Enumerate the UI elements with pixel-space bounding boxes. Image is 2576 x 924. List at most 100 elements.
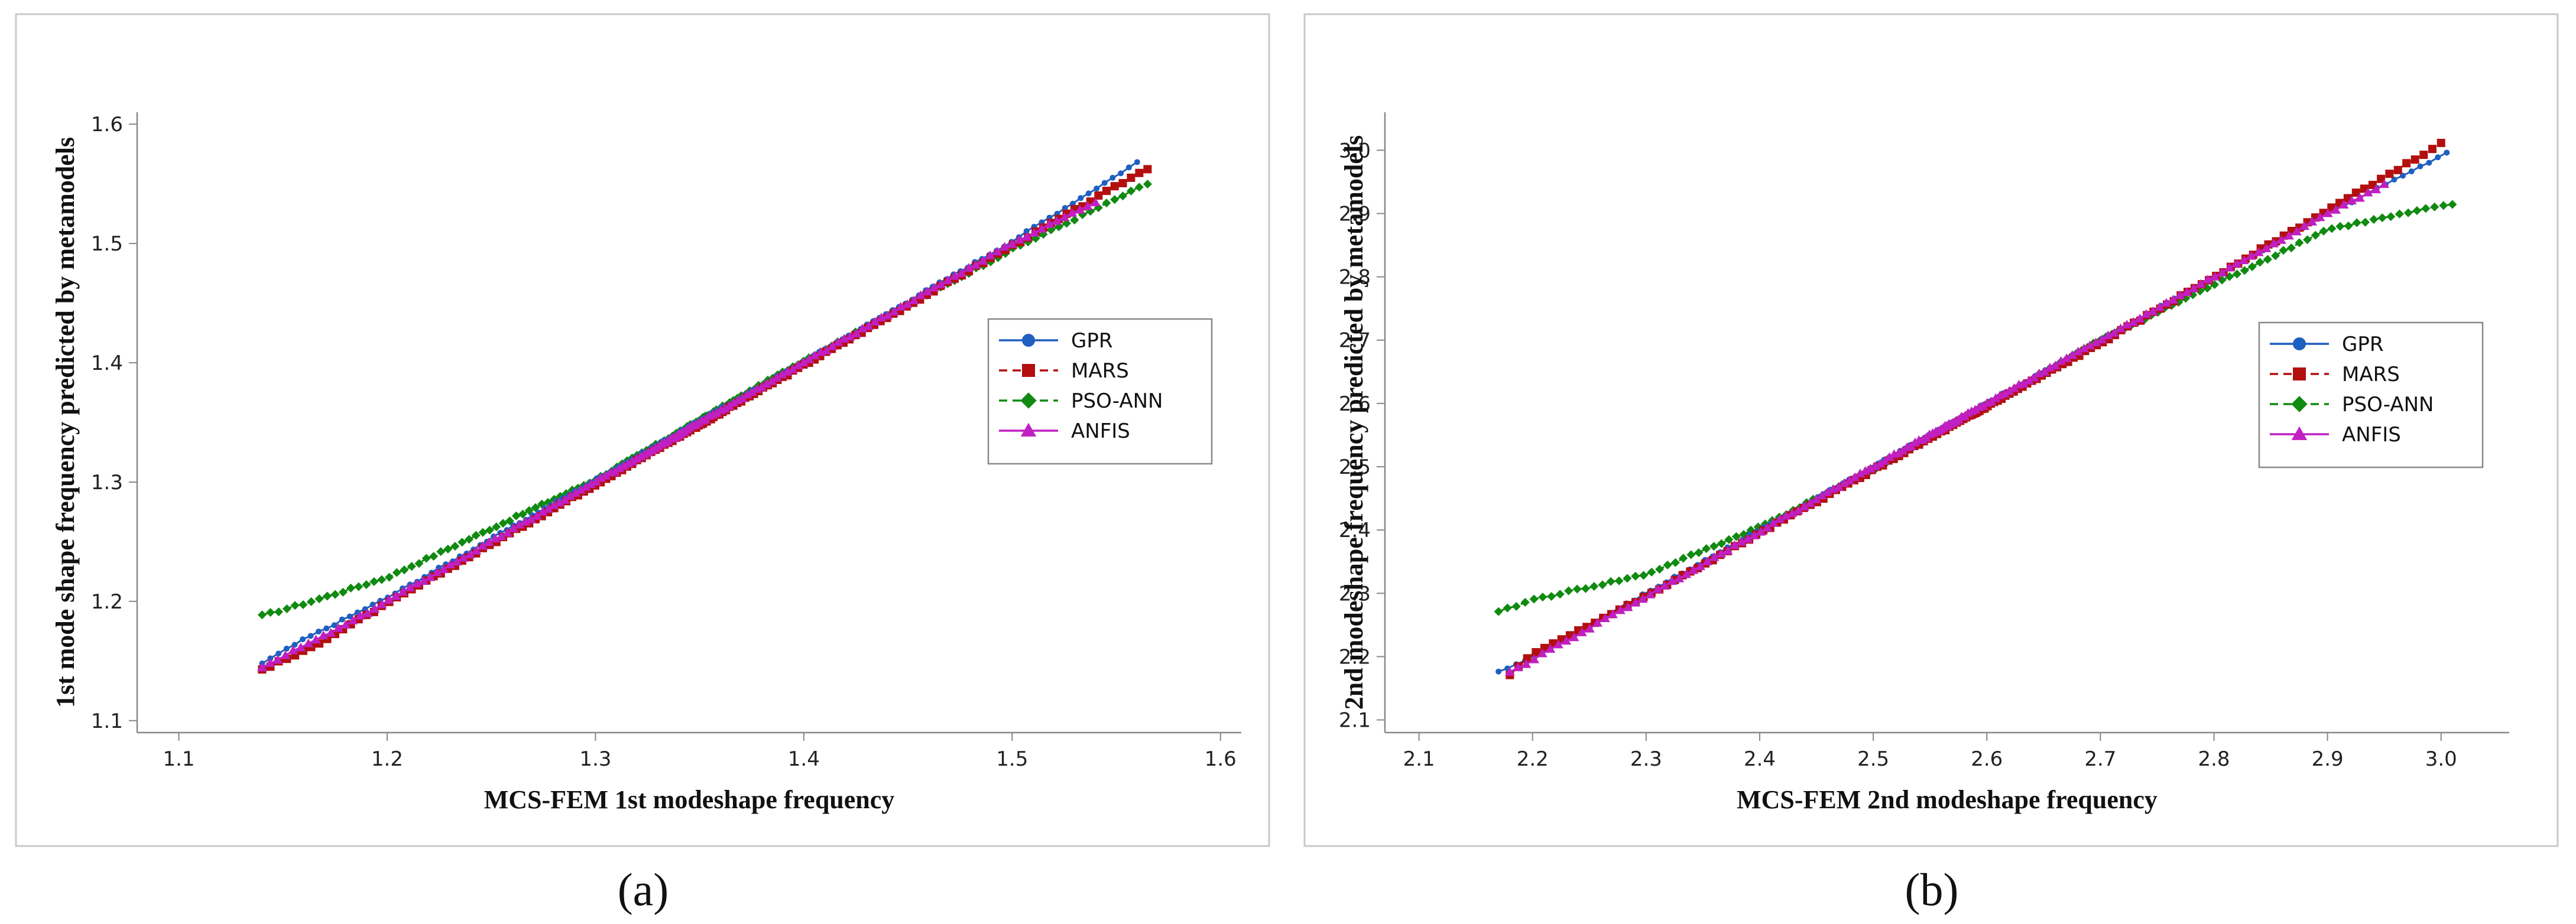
panel-a-pso-ann-point [307,597,316,606]
panel-b-anfis-point [2299,221,2309,230]
panel-b-mars-point [2377,174,2386,183]
panel-b-anfis-point [2019,379,2029,388]
panel-a-legend-item-mars: MARS [999,359,1129,383]
panel-a-anfis-point [747,387,757,396]
panel-b-pso-ann-point [2386,212,2396,222]
panel-b-anfis-point [2284,230,2294,240]
panel-b-pso-ann-point [1572,584,1582,594]
panel-b-anfis-point [1623,602,1633,611]
panel-b-anfis-point [2023,375,2034,385]
panel-b-pso-ann-point [2430,202,2439,212]
panel-a-anfis-point [257,662,267,672]
panel-b-anfis-point [2161,298,2172,307]
panel-a-legend-marker [1020,422,1037,437]
panel-b-legend-marker [2293,367,2306,380]
panel-b-anfis-point [1615,605,1626,614]
caption-a: (a) [618,864,669,915]
panel-a-anfis-point [833,337,843,346]
panel-a-pso-ann-point [465,535,474,544]
panel-a-gpr-point [1125,164,1132,171]
panel-a-gpr-point [346,613,353,620]
panel-b-anfis-point [2354,193,2365,202]
panel-a-anfis-point [728,398,739,407]
panel-a-anfis-point [992,246,1003,256]
panel-b-anfis-point [1756,526,1766,536]
panel-b-anfis-point [1793,505,1803,515]
panel-b-anfis-point [2109,328,2120,337]
panel-a-anfis-point [1007,239,1017,248]
panel-b-pso-ann-point [1503,603,1512,613]
panel-b-anfis-point [2371,184,2382,194]
panel-a-mars-point [1135,168,1144,177]
panel-a-pso-ann-point [377,575,387,584]
panel-b-anfis-point [2210,272,2220,281]
panel-a-anfis-point [1021,232,1032,241]
panel-b-anfis-point [2091,337,2101,347]
panel-a-mars-point [1118,179,1127,188]
panel-b-pso-ann-point [2360,217,2370,227]
panel-b-pso-ann-point [2255,258,2264,267]
panel-b-pso-ann-point [2369,214,2379,224]
panel-a-x-tick-label: 1.4 [788,747,820,771]
panel-a-pso-ann-point [330,590,340,599]
panel-b-pso-ann-point [2395,209,2404,219]
panel-a-pso-ann-point [400,565,409,575]
panel-a-pso-ann-point [1070,216,1079,225]
panel-a-anfis-point [537,507,548,516]
panel-a-anfis-point [411,578,422,588]
panel-a-pso-ann-point [421,554,431,563]
panel-a-pso-ann-point [1110,195,1120,204]
panel-b-pso-ann-point [1614,576,1624,585]
panel-a-x-tick-label: 1.2 [371,747,403,771]
panel-b-anfis-point [2121,320,2132,328]
panel-a-anfis-point [821,346,832,354]
panel-b-legend-item-gpr: GPR [2270,333,2383,356]
panel-b-pso-ann-point [1581,584,1591,593]
panel-a-gpr-point [323,625,330,632]
panel-b-pso-ann-point [1694,548,1704,558]
panel-a-anfis-point [827,341,838,350]
panel-b-legend-label: PSO-ANN [2342,393,2434,417]
panel-a-pso-ann-point [443,544,453,554]
panel-b-anfis-point [1561,636,1572,645]
panel-b-anfis-point [2276,235,2286,244]
panel-b-anfis-point [2307,217,2318,226]
panel-b-anfis-point [2261,243,2272,252]
panel-b-anfis-point [2073,346,2084,356]
panel-b-anfis-point [1513,662,1523,672]
panel-a-anfis-point [936,279,946,288]
panel-b-anfis-point [2045,363,2055,372]
panel-a-anfis-point [384,595,394,604]
panel-a-anfis-point [1090,197,1101,207]
panel-a-legend-item-gpr: GPR [999,329,1112,353]
panel-b-anfis-point [1667,576,1678,585]
panel-a-pso-ann-point [274,607,283,617]
panel-a-anfis-point [1000,242,1010,251]
panel-b-x-tick-label: 2.9 [2312,747,2344,771]
panel-a-gpr-point [283,645,290,652]
panel-a-anfis-point [761,379,772,388]
panel-a-pso-ann-point [1126,186,1135,196]
panel-a-anfis-point [902,299,913,308]
panel-b-pso-ann-point [1547,591,1556,601]
panel-b-pso-ann-point [1639,571,1649,580]
panel-b-anfis-point [2338,200,2349,209]
panel-a-y-tick-label: 1.1 [91,710,123,733]
panel-b-pso-ann-point [2412,206,2422,215]
panel-b-anfis-point [2009,383,2019,392]
panel-a-anfis-point [1036,224,1047,233]
panel-a-anfis-point [502,528,512,537]
panel-a-gpr-point [1109,174,1116,181]
panel-a-anfis-point [311,635,321,644]
panel-b-pso-ann-point [2448,200,2457,209]
panel-a-pso-ann-point [354,582,364,591]
panel-a-anfis-point [576,484,586,494]
panel-a-anfis-point [439,564,449,574]
panel-a-anfis-point [303,638,314,648]
panel-b-anfis-point [1688,565,1699,574]
panel-a-anfis-point [810,350,820,360]
panel-b-anfis-point [1585,623,1595,633]
panel-a-y-tick-label: 1.5 [91,232,123,256]
panel-b-anfis-point [1774,514,1785,523]
panel-a-pso-ann-point [498,519,508,528]
